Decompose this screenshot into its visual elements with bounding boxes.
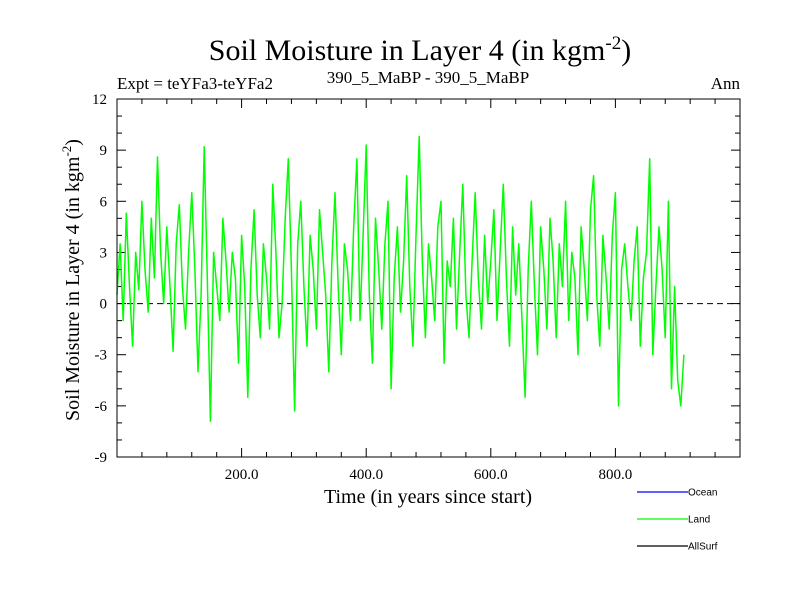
y-tick-label: -9 — [95, 450, 108, 466]
x-tick-label: 200.0 — [225, 467, 259, 483]
legend-label-ocean: Ocean — [688, 488, 717, 499]
chart-title-text: Soil Moisture in Layer 4 (in kgm — [209, 34, 606, 67]
chart-title-close: ) — [621, 34, 631, 67]
legend: Ocean Land AllSurf — [637, 488, 718, 553]
y-tick-label: 0 — [100, 297, 108, 313]
chart-title: Soil Moisture in Layer 4 (in kgm-2) — [209, 33, 631, 67]
season-label: Ann — [711, 74, 741, 93]
series-line-land — [116, 135, 685, 422]
y-tick-label: 3 — [100, 245, 108, 261]
y-axis-title-close: ) — [62, 139, 84, 146]
y-tick-label: 6 — [100, 194, 108, 210]
legend-label-allsurf: AllSurf — [688, 542, 718, 553]
tick-labels: -9 -6 -3 0 3 6 9 12 200.0 400.0 600.0 800.0 — [92, 92, 632, 483]
y-tick-label: 9 — [100, 143, 108, 159]
x-axis-title: Time (in years since start) — [324, 486, 532, 508]
x-tick-label: 600.0 — [474, 467, 508, 483]
plot-frame — [116, 98, 741, 458]
y-axis-title: Soil Moisture in Layer 4 (in kgm-2) — [59, 139, 84, 421]
y-tick-label: -6 — [95, 399, 108, 415]
data-series — [116, 135, 685, 422]
experiment-label: Expt = teYFa3-teYFa2 — [117, 74, 273, 93]
x-tick-label: 400.0 — [349, 467, 383, 483]
chart-title-superscript: -2 — [605, 33, 621, 54]
axis-ticks — [117, 98, 740, 458]
y-tick-label: 12 — [92, 92, 107, 108]
y-tick-label: -3 — [95, 348, 108, 364]
period-label: 390_5_MaBP - 390_5_MaBP — [327, 68, 529, 87]
legend-label-land: Land — [688, 515, 710, 526]
y-axis-title-text: Soil Moisture in Layer 4 (in kgm — [62, 156, 84, 421]
x-tick-label: 800.0 — [599, 467, 633, 483]
y-axis-title-superscript: -2 — [59, 146, 74, 157]
